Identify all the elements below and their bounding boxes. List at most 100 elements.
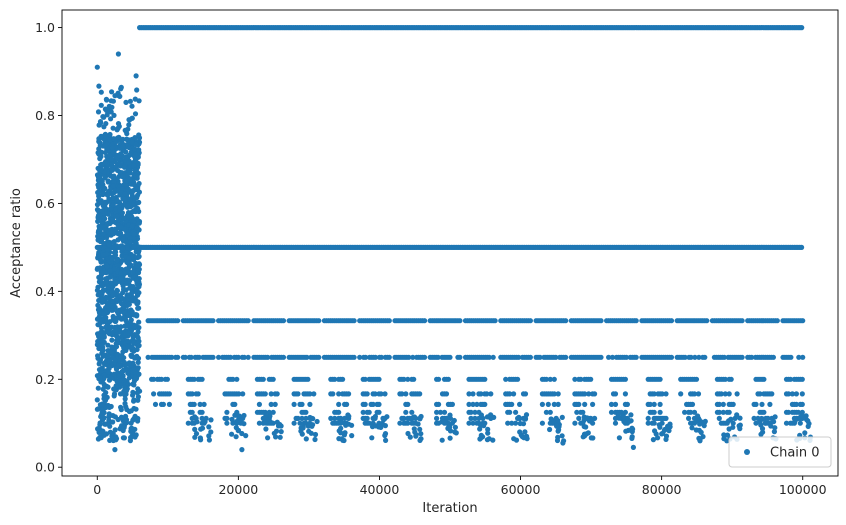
data-point — [195, 391, 201, 397]
data-point — [96, 245, 102, 251]
data-point — [108, 116, 114, 122]
data-point — [117, 292, 123, 299]
data-point — [122, 377, 128, 383]
data-point — [96, 425, 102, 431]
data-point — [470, 401, 476, 407]
data-point — [256, 420, 262, 426]
data-point — [235, 354, 241, 360]
data-point — [759, 426, 766, 432]
data-point — [126, 122, 132, 128]
data-point — [136, 371, 142, 377]
data-point — [332, 376, 338, 382]
data-point — [651, 409, 657, 415]
data-point — [651, 420, 657, 426]
data-point — [785, 391, 792, 397]
data-point — [208, 429, 214, 435]
data-point — [123, 128, 129, 135]
data-point — [230, 376, 236, 382]
data-point — [126, 255, 132, 261]
data-point — [702, 354, 708, 360]
data-point — [346, 391, 352, 397]
data-point — [521, 435, 527, 441]
data-point — [523, 412, 530, 418]
data-point — [108, 403, 114, 410]
data-point — [457, 318, 463, 324]
data-point — [99, 216, 105, 222]
data-point — [768, 423, 774, 429]
data-point — [129, 103, 135, 109]
data-point — [107, 131, 113, 138]
data-point — [175, 354, 181, 360]
data-point — [98, 102, 104, 108]
data-point — [439, 437, 445, 443]
data-point — [689, 401, 696, 407]
data-point — [224, 409, 230, 415]
legend-label-chain-0: Chain 0 — [770, 446, 820, 461]
data-point — [127, 239, 133, 245]
data-point — [716, 401, 722, 407]
data-point — [160, 401, 166, 407]
data-point — [477, 426, 483, 432]
data-point — [120, 368, 126, 374]
data-point — [372, 354, 379, 360]
data-point — [517, 401, 523, 407]
data-point — [376, 409, 382, 415]
data-point — [720, 401, 726, 407]
data-point — [724, 438, 730, 444]
data-point — [134, 390, 140, 396]
data-point — [415, 421, 421, 427]
data-point — [109, 145, 116, 151]
data-point — [399, 391, 405, 397]
data-point — [799, 391, 805, 397]
data-point — [739, 354, 745, 360]
data-point — [749, 354, 755, 360]
data-point — [516, 414, 522, 420]
data-point — [551, 391, 557, 397]
data-point — [344, 401, 350, 407]
data-point — [452, 424, 458, 430]
data-point — [129, 209, 135, 215]
data-point — [316, 318, 322, 324]
data-point — [106, 103, 112, 109]
data-point — [724, 432, 731, 438]
data-point — [466, 391, 472, 397]
data-point — [113, 327, 119, 333]
data-point — [503, 376, 509, 382]
data-point — [134, 287, 140, 293]
data-point — [588, 435, 594, 441]
data-point — [587, 418, 594, 424]
data-point — [753, 401, 759, 407]
data-point — [447, 412, 453, 418]
data-point — [104, 112, 110, 118]
data-point — [129, 309, 135, 315]
data-point — [522, 429, 528, 435]
data-point — [132, 96, 138, 102]
data-point — [111, 112, 117, 118]
data-point — [232, 412, 238, 418]
data-point — [136, 253, 142, 260]
data-point — [510, 391, 517, 397]
data-point — [789, 391, 796, 397]
data-point — [120, 283, 126, 289]
data-point — [615, 412, 621, 418]
data-point — [447, 435, 453, 441]
data-point — [185, 420, 191, 426]
data-point — [119, 258, 125, 264]
data-point — [730, 420, 736, 426]
data-point — [128, 420, 134, 426]
data-point — [771, 429, 778, 435]
data-point — [765, 415, 771, 421]
data-point — [123, 413, 129, 419]
data-point — [444, 416, 450, 422]
data-point — [447, 354, 453, 360]
data-point — [126, 360, 132, 366]
data-point — [586, 391, 592, 397]
data-point — [797, 420, 803, 426]
data-point — [751, 415, 757, 421]
data-point — [199, 409, 205, 415]
data-point — [406, 354, 412, 360]
data-point — [210, 318, 216, 324]
data-point — [785, 409, 792, 415]
axes-frame — [61, 9, 839, 477]
y-tick-label: 0.6 — [35, 196, 55, 211]
